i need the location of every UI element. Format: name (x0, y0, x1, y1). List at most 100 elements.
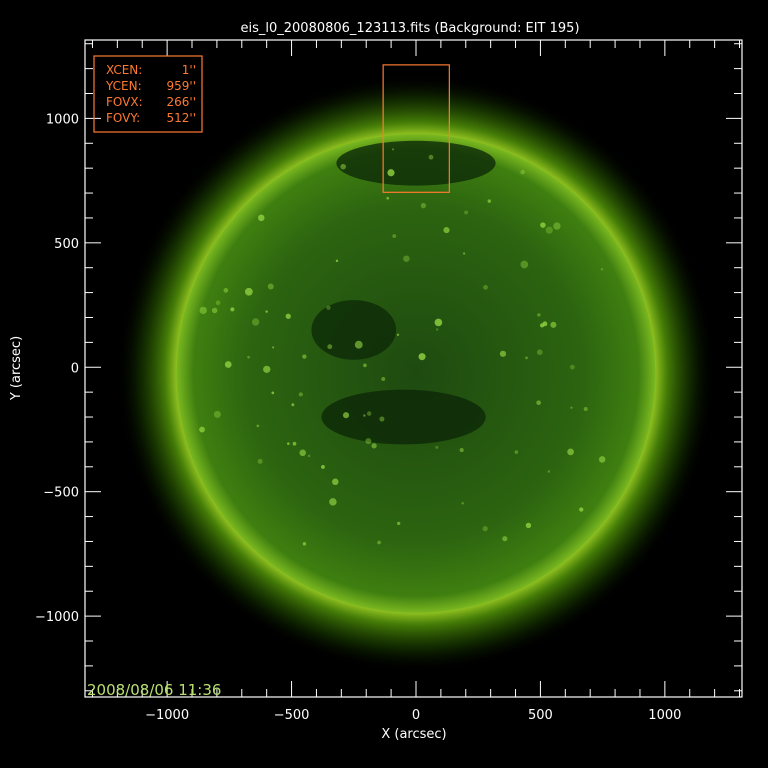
x-tick-label: 0 (412, 708, 420, 723)
bright-point (272, 346, 275, 349)
bright-point (520, 169, 525, 175)
y-tick-label: 0 (71, 361, 79, 376)
x-tick-label: 500 (528, 708, 553, 723)
bright-point (251, 318, 260, 326)
bright-point (291, 403, 295, 407)
bright-point (553, 222, 561, 230)
bright-point (435, 445, 439, 449)
y-tick-label: −500 (43, 486, 79, 501)
annotation-box (93, 55, 203, 133)
bright-point (386, 196, 390, 200)
annotation-key: XCEN: (106, 63, 142, 77)
bright-point (321, 465, 325, 469)
bright-point (298, 392, 303, 397)
bright-point (569, 364, 575, 370)
bright-point (392, 234, 397, 238)
bright-point (499, 350, 507, 357)
bright-point (514, 450, 519, 454)
bright-point (464, 210, 469, 215)
bright-point (326, 305, 331, 310)
bright-point (418, 353, 426, 361)
bright-point (247, 355, 250, 359)
bright-point (256, 424, 260, 428)
bright-point (525, 522, 532, 529)
bright-point (302, 354, 307, 359)
annotation-key: FOVX: (106, 95, 143, 109)
bright-point (487, 199, 491, 203)
bright-point (598, 456, 606, 463)
x-tick-label: −500 (274, 708, 310, 723)
bright-point (342, 412, 350, 419)
bright-point (335, 259, 339, 263)
bright-point (199, 306, 207, 315)
annotation-value: 266'' (166, 95, 196, 109)
bright-point (381, 376, 386, 381)
plot-frame (84, 39, 743, 698)
bright-point (482, 525, 488, 532)
bright-point (257, 458, 263, 464)
bright-point (223, 288, 229, 293)
bright-point (299, 449, 306, 457)
bright-point (434, 318, 443, 327)
bright-point (267, 283, 274, 290)
solar-disk (176, 134, 656, 613)
annotation-fovy: FOVY: 512'' (106, 111, 196, 125)
bright-point (379, 416, 385, 422)
bright-point (392, 148, 395, 151)
bright-point (537, 313, 541, 317)
bright-point (540, 222, 546, 228)
bright-point (420, 202, 427, 209)
bright-point (387, 169, 395, 177)
bright-point (540, 323, 545, 328)
bright-point (461, 501, 464, 505)
bright-point (363, 363, 367, 368)
bright-point (199, 426, 205, 433)
bright-point (483, 284, 488, 290)
bright-point (263, 365, 271, 373)
bright-point (285, 313, 291, 319)
bright-point (257, 214, 265, 222)
bright-point (396, 521, 401, 526)
y-tick-label: −1000 (35, 610, 79, 625)
annotation-fovx: FOVX: 266'' (106, 95, 196, 109)
bright-point (371, 443, 377, 449)
y-tick-label: 1000 (46, 112, 79, 127)
bright-point (327, 344, 333, 350)
annotation-key: YCEN: (105, 79, 142, 93)
bright-point (520, 260, 529, 269)
eis-fov-box (382, 64, 450, 193)
bright-point (211, 307, 218, 314)
bright-point (462, 252, 466, 255)
bright-point (428, 154, 434, 160)
bright-point (271, 391, 275, 395)
annotation-ycen: YCEN: 959'' (105, 79, 196, 93)
x-tick-label: 1000 (648, 708, 681, 723)
y-tick-label: 500 (54, 237, 79, 252)
bright-point (244, 287, 253, 296)
bright-point (443, 227, 450, 234)
bright-point (403, 255, 410, 262)
bright-point (265, 310, 268, 313)
coronal-hole (311, 300, 397, 360)
annotation-value: 512'' (166, 111, 196, 125)
coronal-hole (321, 389, 486, 445)
bright-point (292, 441, 297, 446)
bright-point (579, 507, 584, 512)
annotation-value: 1'' (182, 63, 196, 77)
bright-point (224, 361, 232, 368)
annotation-xcen: XCEN: 1'' (106, 63, 196, 77)
bright-point (536, 400, 541, 406)
bright-point (287, 442, 290, 445)
bright-point (329, 498, 337, 506)
bright-point (583, 406, 588, 411)
bright-point (435, 328, 439, 331)
coronal-hole (336, 140, 496, 186)
image-timestamp: 2008/08/06 11:36 (87, 681, 221, 699)
chart-title: eis_l0_20080806_123113.fits (Background:… (240, 21, 579, 36)
bright-point (302, 542, 307, 546)
bright-point (567, 448, 574, 456)
bright-point (600, 268, 604, 271)
bright-point (502, 536, 508, 542)
bright-point (459, 448, 464, 453)
